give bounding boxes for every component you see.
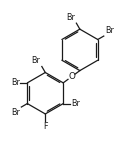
Text: Br: Br	[66, 13, 75, 22]
Text: F: F	[43, 122, 47, 131]
Text: Br: Br	[11, 78, 20, 87]
Text: Br: Br	[12, 108, 21, 117]
Text: Br: Br	[71, 99, 80, 108]
Text: Br: Br	[31, 56, 40, 65]
Text: Br: Br	[105, 26, 114, 34]
Text: O: O	[68, 72, 75, 81]
